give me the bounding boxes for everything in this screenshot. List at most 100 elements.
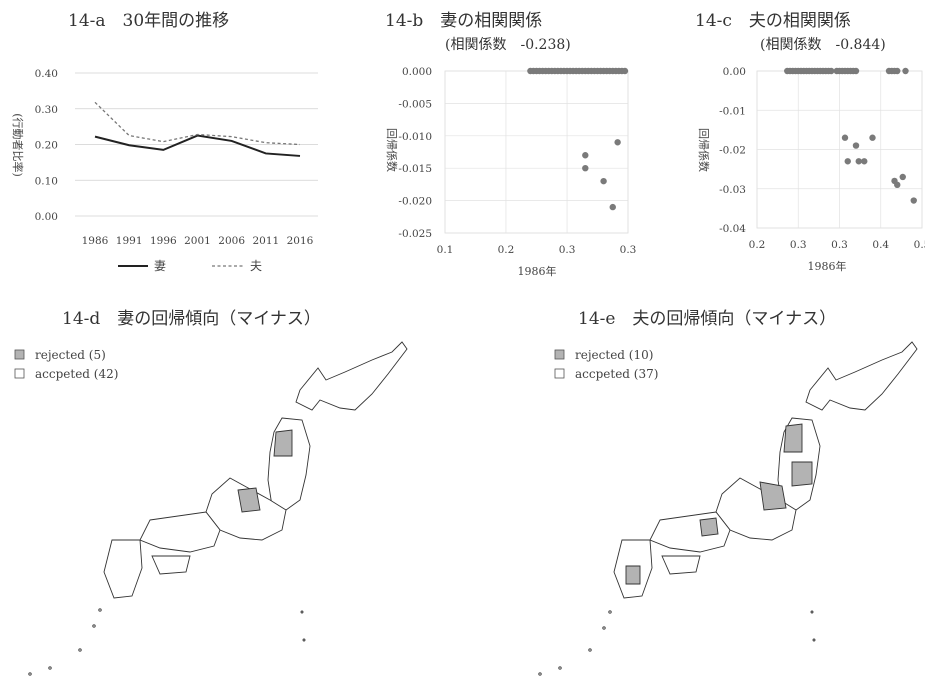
x-tick-label: 1991	[116, 235, 143, 247]
scatter-point	[910, 197, 917, 204]
y-tick-label: -0.01	[719, 105, 746, 117]
x-tick-label: 0.5	[914, 239, 925, 251]
map-14e-island	[812, 638, 816, 642]
scatter-point	[844, 158, 851, 165]
chart-14c-title: 14-c 夫の相関関係	[695, 11, 851, 31]
y-tick-label: -0.04	[719, 223, 746, 235]
chart-14b-subtitle: (相関係数 -0.238)	[445, 37, 571, 53]
x-tick-label: 2016	[287, 235, 314, 247]
map-14e-legend-rejected-swatch	[554, 349, 565, 360]
y-tick-label: -0.02	[719, 145, 746, 157]
map-14e-hokkaido	[805, 341, 918, 411]
map-14d: 14-d 妻の回帰傾向（マイナス） rejected (5) accpeted …	[14, 309, 408, 676]
chart-14a-xticks: 1986 1991 1996 2001 2006 2011 2016	[82, 235, 314, 247]
chart-14a-yticks: 0.40 0.30 0.20 0.10 0.00	[35, 68, 58, 223]
y-tick-label: 0.40	[35, 68, 58, 80]
scatter-point	[855, 158, 862, 165]
scatter-point	[841, 134, 849, 141]
y-tick-label: 0.00	[723, 66, 746, 78]
map-14d-legend-accepted-swatch	[14, 368, 25, 379]
map-14e-region-rejected	[699, 517, 719, 537]
x-tick-label: 0.3	[790, 239, 807, 251]
map-14e-island	[602, 626, 606, 630]
japan-map-14e	[538, 341, 918, 676]
scatter-point	[894, 181, 901, 189]
map-14e-chubu-kanto	[715, 477, 797, 541]
series-line-husband	[94, 101, 301, 146]
x-tick-label: 0.2	[498, 244, 515, 256]
map-14d-island	[48, 666, 52, 670]
map-14d-island	[302, 638, 306, 642]
y-tick-label: -0.015	[398, 163, 432, 175]
map-14d-legend-rejected: rejected (5)	[35, 348, 106, 362]
y-tick-label: 0.00	[35, 211, 58, 223]
map-14d-island	[28, 672, 32, 676]
chart-14c-xticks: 0.2 0.3 0.3 0.4 0.5	[749, 239, 925, 251]
series-line-wife	[94, 134, 301, 157]
scatter-point	[852, 67, 860, 75]
x-tick-label: 0.3	[559, 244, 576, 256]
map-14e-legend-rejected: rejected (10)	[575, 348, 653, 362]
chart-14a-grid	[75, 72, 318, 217]
chart-14c-subtitle: (相関係数 -0.844)	[760, 37, 886, 53]
scatter-point	[609, 203, 616, 211]
y-tick-label: 0.000	[402, 66, 432, 78]
y-tick-label: -0.010	[398, 131, 432, 143]
x-tick-label: 2011	[252, 235, 279, 247]
chart-14b: 14-b 妻の相関関係 (相関係数 -0.238) 0.000 -0.005 -0.…	[385, 11, 636, 278]
chart-14a: 14-a 30年間の推移 (行動者比率) 0.40 0.30 0.20 0.10 0.0…	[11, 11, 318, 273]
map-14e-legend-accepted-swatch	[554, 368, 565, 379]
chart-14c-ylabel: 回帰係数	[697, 128, 710, 172]
legend-husband-label: 夫	[250, 259, 262, 273]
scatter-point	[614, 139, 621, 146]
x-tick-label: 0.2	[749, 239, 766, 251]
chart-14a-ylabel: (行動者比率)	[11, 113, 25, 177]
chart-14b-title: 14-b 妻の相関関係	[385, 11, 542, 31]
chart-14b-yticks: 0.000 -0.005 -0.010 -0.015 -0.020 -0.025	[398, 66, 432, 240]
chart-14c-xlabel: 1986年	[808, 259, 847, 273]
chart-14c-points	[784, 67, 917, 204]
x-tick-label: 0.3	[831, 239, 848, 251]
map-14d-island	[98, 608, 102, 612]
map-14d-island	[78, 648, 82, 652]
map-14e-region-rejected	[791, 461, 813, 487]
chart-14b-xticks: 0.1 0.2 0.3 0.3	[437, 244, 637, 256]
x-tick-label: 0.3	[620, 244, 637, 256]
scatter-point	[582, 165, 589, 172]
map-14e-island	[608, 610, 612, 614]
map-14d-title: 14-d 妻の回帰傾向（マイナス）	[62, 309, 321, 329]
map-14e-island	[588, 648, 592, 652]
map-14d-shikoku	[151, 555, 191, 575]
scatter-point	[894, 67, 901, 75]
x-tick-label: 0.4	[872, 239, 889, 251]
chart-14c-yticks: 0.00 -0.01 -0.02 -0.03 -0.04	[719, 66, 746, 235]
chart-14a-legend: 妻 夫	[118, 259, 262, 273]
x-tick-label: 0.1	[437, 244, 454, 256]
map-14d-island	[92, 624, 96, 628]
map-14e-region-rejected	[759, 481, 787, 511]
chart-14c-frame	[756, 70, 923, 229]
x-tick-label: 1986	[82, 235, 109, 247]
chart-14b-ylabel: 回帰係数	[385, 128, 398, 172]
map-14d-kansai-chugoku	[139, 511, 221, 553]
y-tick-label: -0.025	[398, 228, 432, 240]
map-14d-hokkaido	[295, 341, 408, 411]
plot-frame	[444, 70, 629, 234]
x-tick-label: 2001	[184, 235, 211, 247]
map-14e-island	[538, 672, 542, 676]
x-tick-label: 2006	[218, 235, 245, 247]
scatter-point	[621, 67, 629, 75]
map-14e-region-rejected	[783, 423, 803, 453]
chart-14c: 14-c 夫の相関関係 (相関係数 -0.844) 0.00 -0.01 -0.02…	[695, 11, 925, 273]
scatter-point	[899, 173, 906, 181]
scatter-point	[828, 67, 835, 75]
y-tick-label: -0.020	[398, 196, 432, 208]
map-14e-shikoku	[661, 555, 701, 575]
map-14d-island	[300, 610, 304, 614]
scatter-point	[902, 67, 909, 75]
scatter-point	[869, 134, 876, 141]
map-14e-legend-accepted: accpeted (37)	[575, 367, 658, 381]
map-14d-legend-rejected-swatch	[14, 349, 25, 360]
y-tick-label: -0.03	[719, 184, 746, 196]
